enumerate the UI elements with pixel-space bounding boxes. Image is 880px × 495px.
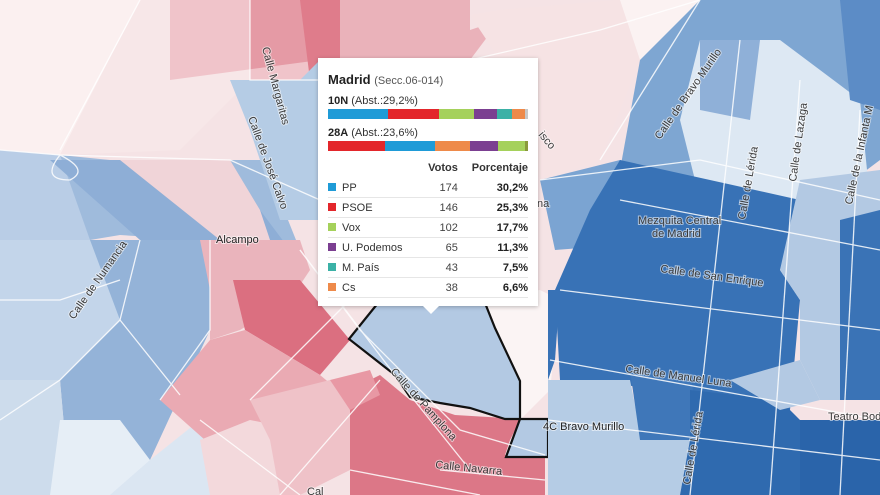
bar-segment	[388, 109, 439, 119]
district-polygon[interactable]	[630, 370, 700, 440]
party-color-swatch	[328, 262, 336, 271]
bar-segment	[328, 141, 385, 151]
abstention-28a: (Abst.:23,6%)	[351, 127, 418, 139]
bar-segment	[470, 141, 498, 151]
district-polygon[interactable]	[233, 280, 350, 375]
tooltip-title: Madrid (Secc.06-014)	[328, 72, 528, 87]
votes-value: 43	[420, 257, 458, 278]
percentage-header: Porcentaje	[471, 162, 528, 174]
party-name: Vox	[342, 221, 361, 234]
results-bar-10n	[328, 109, 528, 119]
percentage-value: 30,2%	[457, 178, 528, 198]
party-name: PP	[342, 181, 357, 194]
bar-segment	[496, 109, 512, 119]
votes-value: 102	[420, 217, 458, 238]
table-row: U. Podemos 65 11,3%	[328, 237, 528, 258]
table-row: Vox 102 17,7%	[328, 217, 528, 238]
street-label: Cal	[307, 486, 324, 495]
district-polygon[interactable]	[800, 420, 880, 495]
votes-header: Votos	[428, 162, 458, 174]
poi-label: Mezquita Central	[638, 215, 721, 227]
district-polygon[interactable]	[548, 380, 690, 495]
party-color-swatch	[328, 242, 336, 251]
district-polygon[interactable]	[230, 60, 320, 220]
table-row: PSOE 146 25,3%	[328, 197, 528, 218]
district-polygon[interactable]	[548, 290, 560, 380]
district-polygon[interactable]	[840, 210, 880, 400]
party-color-swatch	[328, 182, 336, 191]
party-color-swatch	[328, 282, 336, 291]
party-name: M. País	[342, 261, 380, 274]
district-polygon[interactable]	[700, 40, 760, 120]
votes-value: 65	[420, 237, 458, 258]
results-table: Votos Porcentaje PP 174 30,2% PSOE 146 2…	[328, 159, 528, 298]
district-polygon[interactable]	[840, 0, 880, 110]
percentage-value: 11,3%	[457, 237, 528, 258]
district-polygon[interactable]	[350, 375, 545, 495]
bar-segment	[385, 141, 435, 151]
district-polygon[interactable]	[250, 380, 350, 495]
district-polygon[interactable]	[170, 0, 320, 80]
table-row: Cs 38 6,6%	[328, 277, 528, 298]
percentage-value: 7,5%	[457, 257, 528, 278]
poi-label: Alcampo	[216, 234, 259, 246]
bar-segment	[328, 109, 389, 119]
votes-value: 146	[420, 197, 458, 218]
election-28a-label: 28A (Abst.:23,6%)	[328, 127, 418, 139]
district-polygon[interactable]	[340, 0, 500, 60]
poi-label: Teatro Bod	[828, 411, 880, 423]
bar-segment	[525, 141, 528, 151]
percentage-value: 17,7%	[457, 217, 528, 238]
municipality-name: Madrid	[328, 72, 371, 87]
votes-value: 174	[420, 178, 458, 198]
bar-segment	[435, 141, 470, 151]
street-label: na	[537, 198, 550, 210]
bar-segment	[511, 109, 526, 119]
results-bar-28a	[328, 141, 528, 151]
table-row: PP 174 30,2%	[328, 178, 528, 198]
poi-label: 4C Bravo Murillo	[543, 421, 624, 433]
poi-label: de Madrid	[652, 228, 701, 240]
selected-section-outline[interactable]	[347, 301, 550, 459]
district-polygon[interactable]	[110, 420, 220, 495]
bar-segment	[438, 109, 475, 119]
party-name: Cs	[342, 281, 356, 294]
bar-segment	[474, 109, 497, 119]
party-name: PSOE	[342, 201, 373, 214]
party-name: U. Podemos	[342, 241, 403, 254]
section-results-tooltip: Madrid (Secc.06-014) 10N (Abst.:29,2%) 2…	[318, 58, 538, 314]
table-row: M. País 43 7,5%	[328, 257, 528, 278]
district-polygon[interactable]	[120, 160, 270, 240]
percentage-value: 25,3%	[457, 197, 528, 218]
section-code: (Secc.06-014)	[374, 75, 444, 87]
election-10n-label: 10N (Abst.:29,2%)	[328, 95, 418, 107]
district-polygon[interactable]	[0, 0, 140, 155]
abstention-10n: (Abst.:29,2%)	[351, 95, 418, 107]
party-color-swatch	[328, 202, 336, 211]
party-color-swatch	[328, 222, 336, 231]
bar-segment	[525, 109, 528, 119]
district-polygon[interactable]	[730, 360, 820, 410]
district-polygon[interactable]	[0, 150, 90, 240]
district-polygon[interactable]	[330, 370, 380, 410]
percentage-value: 6,6%	[457, 277, 528, 298]
votes-value: 38	[420, 277, 458, 298]
bar-segment	[498, 141, 525, 151]
